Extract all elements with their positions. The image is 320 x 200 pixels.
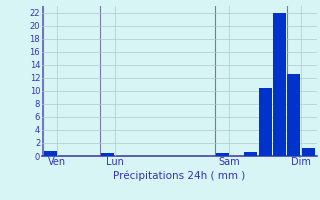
Bar: [259, 88, 272, 156]
Bar: [273, 13, 286, 156]
Bar: [44, 151, 57, 156]
Bar: [302, 148, 315, 156]
X-axis label: Précipitations 24h ( mm ): Précipitations 24h ( mm ): [113, 170, 245, 181]
Bar: [244, 152, 257, 156]
Bar: [287, 74, 300, 156]
Bar: [101, 153, 114, 156]
Bar: [216, 153, 229, 156]
